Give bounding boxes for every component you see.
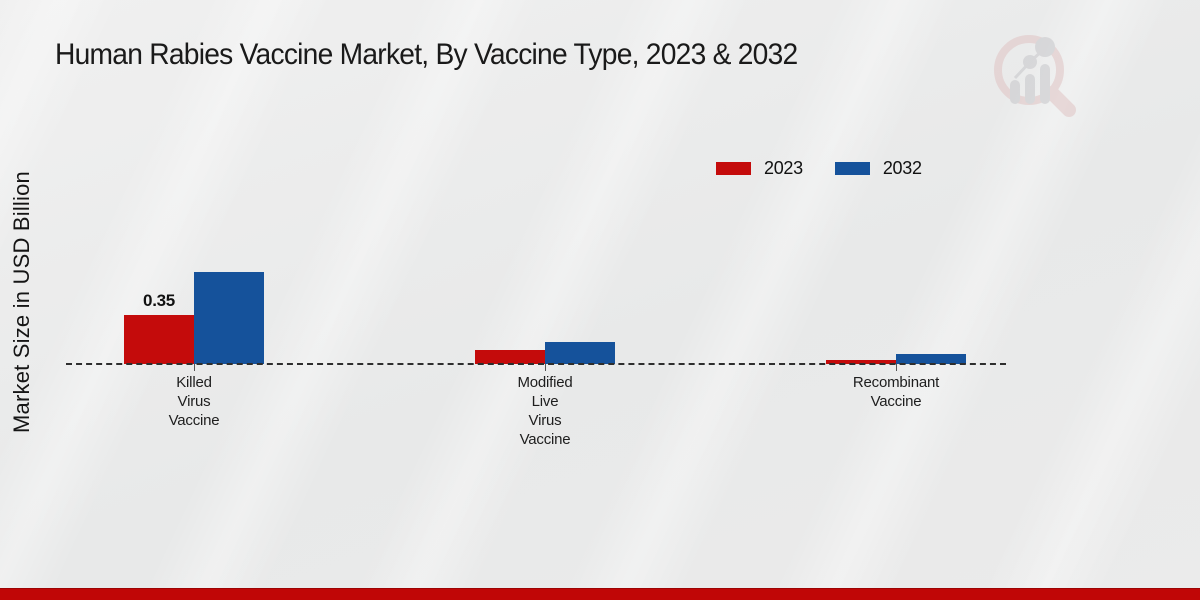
x-axis-baseline: [66, 363, 1006, 365]
legend-label: 2023: [764, 158, 803, 178]
legend-item-2032: 2032: [834, 158, 922, 179]
x-axis-category-label-recombinant-vaccine: Recombinant Vaccine: [852, 374, 940, 410]
x-axis-tick: [545, 364, 546, 371]
watermark-logo-icon: [994, 35, 1076, 117]
bar-2032-killed-virus-vaccine: [194, 272, 264, 364]
bar-2032-modified-live-virus-vaccine: [545, 342, 615, 364]
bar-2023-modified-live-virus-vaccine: [475, 350, 545, 364]
legend-label: 2032: [882, 158, 922, 178]
legend: 2023 2032: [716, 158, 922, 179]
legend-item-2023: 2023: [716, 158, 803, 179]
bar-value-label: 0.35: [143, 291, 175, 310]
legend-swatch-2032: [834, 162, 870, 175]
bar-2023-recombinant-vaccine: [826, 360, 896, 364]
x-axis-category-label-modified-live-virus-vaccine: Modified Live Virus Vaccine: [517, 374, 573, 448]
x-axis-tick: [194, 364, 195, 371]
x-axis-tick: [896, 364, 897, 371]
bar-2023-killed-virus-vaccine: [124, 315, 194, 364]
footer-accent-bar: [0, 588, 1200, 600]
x-axis-category-label-killed-virus-vaccine: Killed Virus Vaccine: [168, 374, 220, 429]
bar-2032-recombinant-vaccine: [896, 354, 966, 364]
chart-title: Human Rabies Vaccine Market, By Vaccine …: [55, 38, 798, 71]
legend-swatch-2023: [716, 162, 751, 175]
